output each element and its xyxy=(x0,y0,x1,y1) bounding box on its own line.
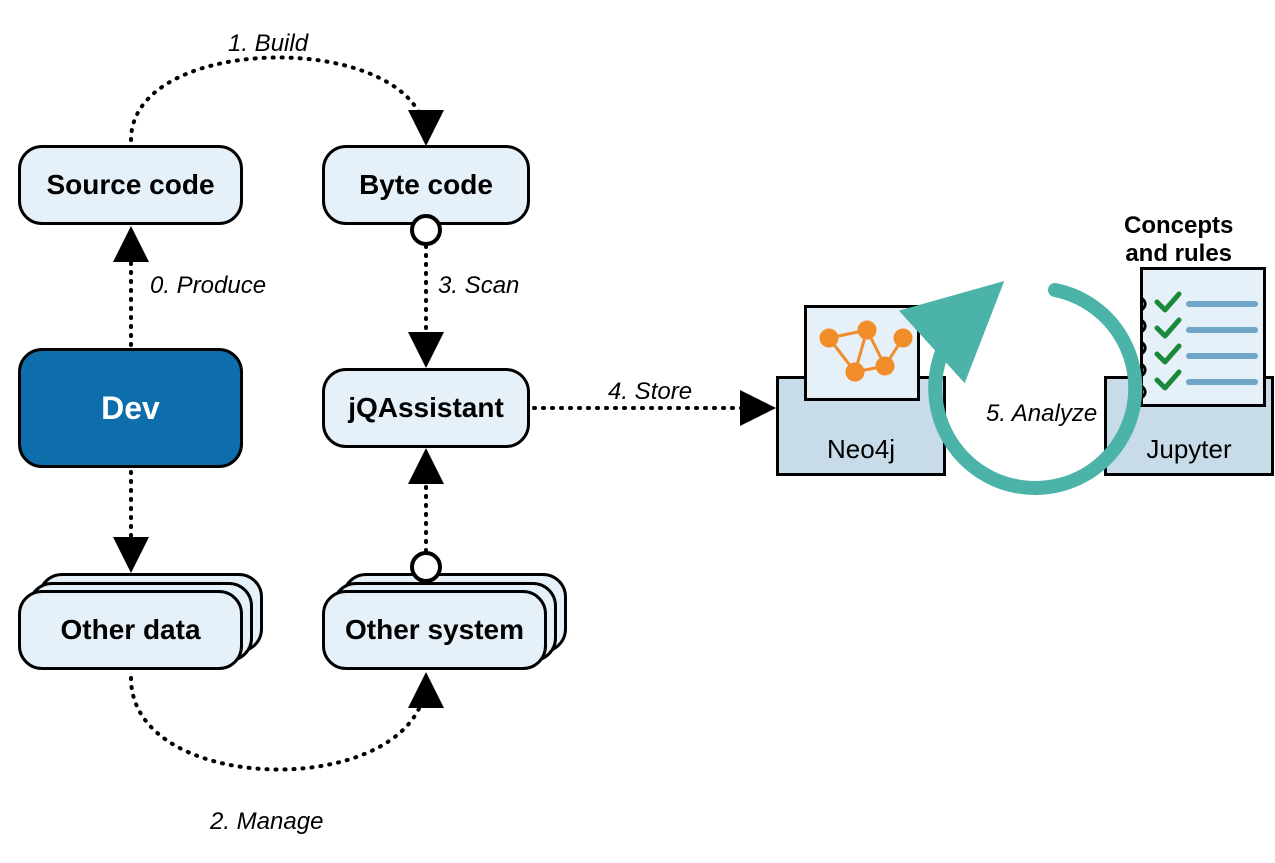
node-label: Neo4j xyxy=(827,434,895,465)
node-label: jQAssistant xyxy=(348,392,504,424)
label-line-1: Concepts xyxy=(1124,212,1233,239)
label-concepts-and-rules: Concepts and rules xyxy=(1124,212,1233,267)
edge-label-analyze: 5. Analyze xyxy=(986,400,1097,428)
edge-label-produce: 0. Produce xyxy=(150,272,266,300)
edge-label-store: 4. Store xyxy=(608,378,692,406)
neo4j-thumbnail xyxy=(804,305,920,401)
node-source-code: Source code xyxy=(18,145,243,225)
node-byte-code: Byte code xyxy=(322,145,530,225)
node-label: Jupyter xyxy=(1146,434,1231,465)
node-label: Other data xyxy=(60,614,200,646)
node-label: Other system xyxy=(345,614,524,646)
node-other-data: Other data xyxy=(18,590,243,670)
node-label: Byte code xyxy=(359,169,493,201)
jupyter-thumbnail xyxy=(1140,267,1266,407)
label-line-2: and rules xyxy=(1125,240,1232,267)
node-label: Source code xyxy=(46,169,214,201)
node-label: Dev xyxy=(101,390,160,427)
edge-label-scan: 3. Scan xyxy=(438,272,519,300)
edge-label-manage: 2. Manage xyxy=(210,808,323,836)
edge-label-build: 1. Build xyxy=(228,30,308,58)
node-jqassistant: jQAssistant xyxy=(322,368,530,448)
node-dev: Dev xyxy=(18,348,243,468)
node-other-system: Other system xyxy=(322,590,547,670)
